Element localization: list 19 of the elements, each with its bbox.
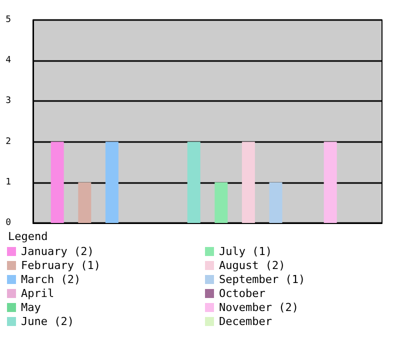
y-tick-label: 0 [6, 218, 11, 228]
legend-label: June (2) [21, 315, 74, 328]
legend-label: April [21, 287, 54, 300]
y-tick-label: 3 [6, 96, 11, 106]
y-tick-label: 2 [6, 136, 11, 147]
legend-label: July (1) [219, 245, 272, 258]
legend-label: August (2) [219, 259, 286, 272]
legend-label: December [219, 315, 272, 328]
legend-label: February (1) [21, 259, 100, 272]
legend-label: May [21, 301, 42, 314]
y-tick-label: 5 [6, 15, 11, 25]
legend-label: November (2) [219, 301, 298, 314]
legend-title: Legend [8, 230, 48, 243]
y-tick-label: 1 [6, 177, 11, 188]
y-tick-label: 4 [6, 56, 11, 66]
legend-label: January (2) [21, 245, 94, 258]
legend-label: September (1) [219, 273, 306, 286]
legend-label: October [219, 287, 266, 300]
legend-label: March (2) [21, 273, 81, 286]
